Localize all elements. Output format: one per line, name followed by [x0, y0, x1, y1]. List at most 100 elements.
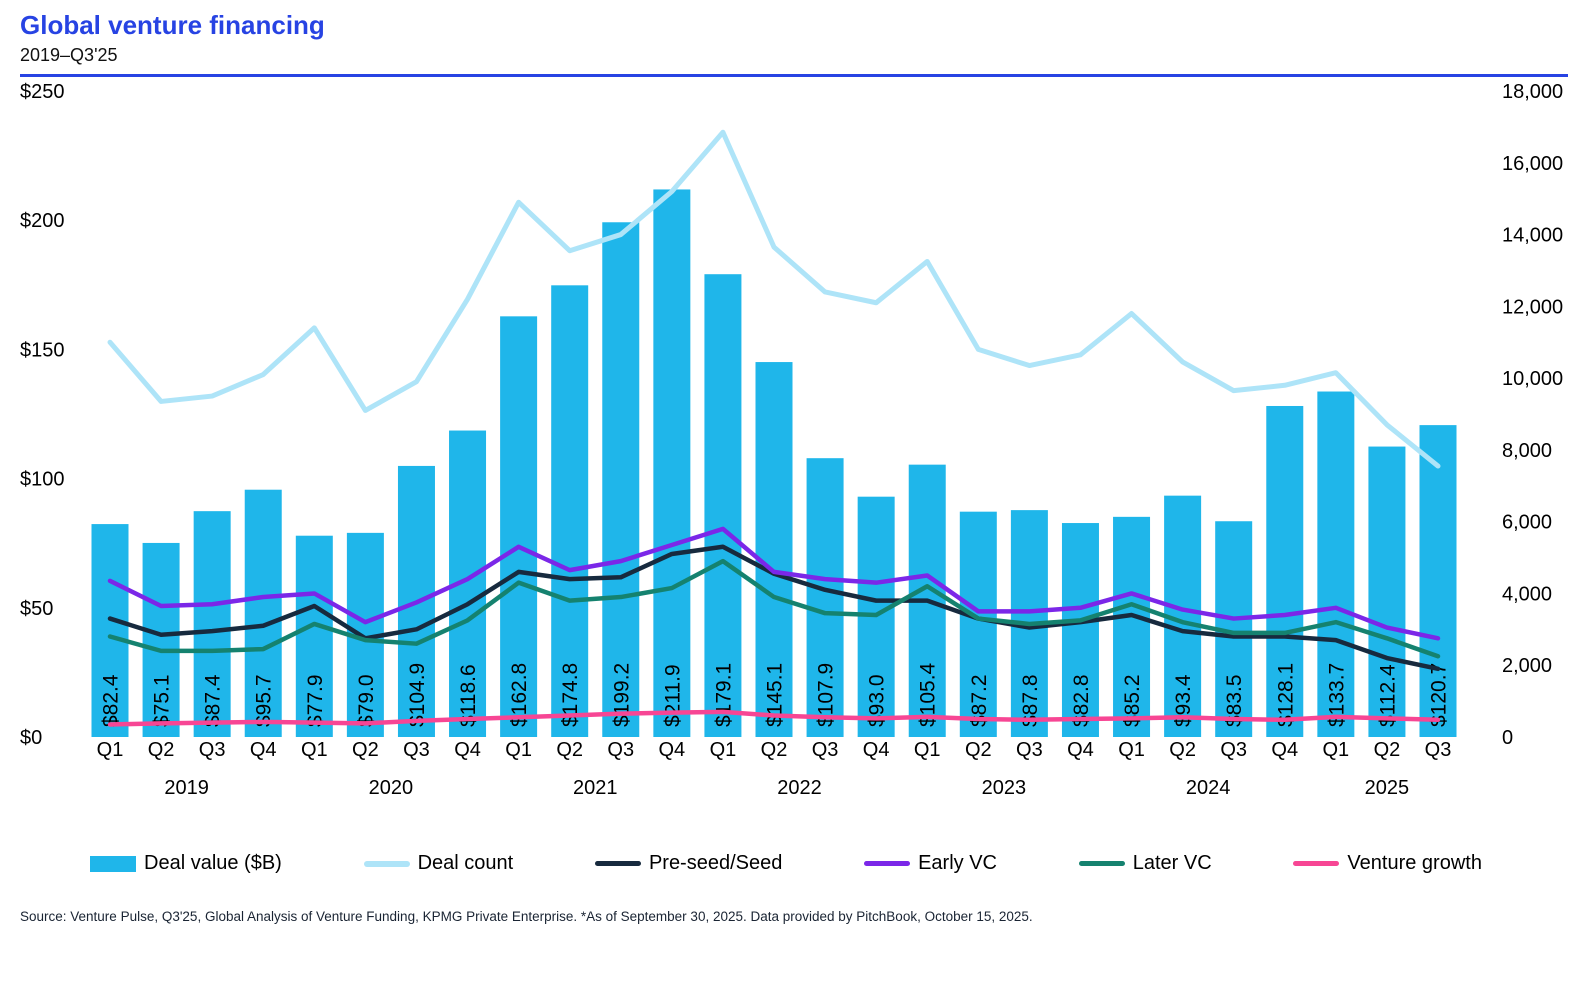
x-axis-quarter-label: Q4 — [863, 739, 890, 761]
bar-deal-value — [193, 511, 231, 737]
left-axis-tick: $150 — [20, 339, 65, 361]
chart-header: Global venture financing 2019–Q3'25 — [20, 10, 1568, 77]
right-axis-tick: 0 — [1502, 727, 1513, 749]
page-subtitle: 2019–Q3'25 — [20, 45, 118, 65]
line-later-vc — [107, 558, 1441, 659]
bar-deal-value — [91, 524, 129, 737]
bar-value-label: $104.9 — [406, 663, 429, 727]
bar-deal-value — [602, 222, 640, 737]
x-axis-year-label: 2023 — [982, 777, 1027, 799]
bar-deal-value — [959, 511, 997, 737]
legend-item-early-vc: Early VC — [864, 852, 997, 875]
legend-swatch-deal-value-b — [90, 855, 136, 872]
bar-deal-value — [551, 285, 589, 737]
left-axis-tick: $250 — [20, 81, 65, 103]
chart-legend: Deal value ($B) Deal count Pre-seed/Seed Ea… — [90, 852, 1482, 875]
legend-label-early-vc: Early VC — [918, 852, 997, 874]
x-axis-quarter-label: Q3 — [1425, 739, 1452, 761]
page-title: Global venture financing — [20, 10, 325, 40]
x-axis-quarter-label: Q1 — [97, 739, 124, 761]
legend-item-later-vc: Later VC — [1078, 852, 1212, 875]
bar-value-label: $174.8 — [559, 663, 582, 727]
bar-deal-value — [1317, 391, 1355, 737]
x-axis-quarter-label: Q3 — [403, 739, 430, 761]
bar-value-label: $82.4 — [100, 674, 123, 727]
x-axis-quarter-label: Q2 — [761, 739, 788, 761]
source-note: Source: Venture Pulse, Q3'25, Global Ana… — [20, 909, 1033, 924]
legend-item-pre-seed-seed: Pre-seed/Seed — [594, 852, 782, 875]
x-axis-quarter-label: Q3 — [1016, 739, 1043, 761]
legend-label-deal-value-b: Deal value ($B) — [144, 852, 282, 874]
bar-value-label: $82.8 — [1070, 674, 1093, 727]
header-rule — [20, 74, 1568, 77]
bar-value-label: $87.8 — [1019, 674, 1042, 727]
x-axis-quarter-label: Q3 — [812, 739, 839, 761]
x-axis-quarter-label: Q4 — [659, 739, 686, 761]
right-axis-tick: 6,000 — [1502, 512, 1552, 534]
line-deal-count — [107, 129, 1441, 469]
x-axis-year-label: 2020 — [369, 777, 414, 799]
bar-value-label: $128.1 — [1274, 663, 1297, 727]
right-axis-tick: 16,000 — [1502, 153, 1563, 175]
bar-value-label: $179.1 — [712, 663, 735, 727]
legend-swatch-later-vc — [1078, 861, 1125, 866]
x-axis-quarter-label: Q4 — [1067, 739, 1094, 761]
bar-deal-value — [704, 274, 742, 737]
right-axis-tick: 8,000 — [1502, 440, 1552, 462]
bar-value-label: $95.7 — [253, 674, 276, 727]
x-axis-quarter-label: Q4 — [1271, 739, 1298, 761]
bar-value-label: $87.2 — [968, 674, 991, 727]
legend-label-venture-growth: Venture growth — [1347, 852, 1482, 874]
bar-value-label: $79.0 — [355, 674, 378, 727]
bar-deal-value — [1419, 425, 1457, 737]
line-venture-growth — [107, 709, 1441, 727]
bar-value-label: $211.9 — [661, 664, 684, 727]
bar-value-label: $75.1 — [151, 674, 174, 727]
bar-value-label: $199.2 — [610, 663, 633, 727]
x-axis-quarter-label: Q1 — [1323, 739, 1350, 761]
x-axis-quarter-label: Q3 — [1220, 739, 1247, 761]
x-axis-quarter-label: Q1 — [710, 739, 737, 761]
bar-deal-value — [500, 316, 538, 737]
x-axis-quarter-label: Q1 — [505, 739, 532, 761]
x-axis-quarter-label: Q3 — [607, 739, 634, 761]
x-axis-quarter-label: Q2 — [1169, 739, 1196, 761]
bar-value-label: $162.8 — [508, 663, 531, 727]
x-axis-quarter-label: Q2 — [352, 739, 379, 761]
legend-item-deal-count: Deal count — [363, 852, 513, 875]
line-early-vc — [107, 526, 1441, 641]
bar-deal-value — [142, 542, 180, 737]
legend-item-deal-value-b: Deal value ($B) — [90, 852, 282, 875]
bar-deal-value — [295, 535, 333, 737]
bar-deal-value — [1113, 516, 1151, 737]
venture-financing-chart: $250 $200 $150 $100 $50 $0 18,000 16,000 14,000 1… — [20, 81, 1563, 799]
bar-deal-value — [1368, 446, 1406, 737]
bar-deal-value — [806, 458, 844, 737]
chart-area: $250 $200 $150 $100 $50 $0 18,000 16,000 14,000 1… — [0, 79, 1588, 816]
bar-value-label: $118.6 — [457, 664, 480, 727]
x-axis-quarter-label: Q2 — [1374, 739, 1401, 761]
bar-deal-value — [755, 362, 793, 737]
left-axis-tick: $200 — [20, 210, 65, 232]
x-axis-year-label: 2024 — [1186, 777, 1231, 799]
x-axis-quarter-label: Q2 — [965, 739, 992, 761]
bar-deal-value — [244, 489, 282, 737]
x-axis-quarter-label: Q3 — [199, 739, 226, 761]
right-axis-tick: 2,000 — [1502, 655, 1552, 677]
bar-value-label: $93.0 — [866, 674, 889, 727]
bar-value-label: $85.2 — [1121, 674, 1144, 727]
x-axis-year-label: 2025 — [1365, 777, 1410, 799]
bar-value-label: $105.4 — [917, 662, 940, 727]
legend-swatch-early-vc — [864, 861, 911, 866]
bar-value-label: $145.1 — [764, 663, 787, 727]
right-axis-tick: 14,000 — [1502, 225, 1563, 247]
legend-swatch-pre-seed-seed — [594, 861, 641, 866]
bar-value-label: $107.9 — [815, 663, 838, 727]
right-axis-tick: 10,000 — [1502, 368, 1563, 390]
legend-swatch-deal-count — [363, 860, 410, 867]
bar-value-label: $133.7 — [1325, 663, 1348, 727]
legend-item-venture-growth: Venture growth — [1293, 852, 1482, 875]
left-axis-tick: $50 — [20, 598, 53, 620]
bar-deal-value — [1266, 405, 1304, 737]
